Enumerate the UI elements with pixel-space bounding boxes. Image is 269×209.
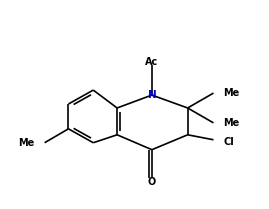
Text: N: N xyxy=(147,90,156,100)
Text: Me: Me xyxy=(224,88,240,98)
Text: Me: Me xyxy=(18,138,35,148)
Text: O: O xyxy=(148,177,156,187)
Text: Me: Me xyxy=(224,118,240,128)
Text: Cl: Cl xyxy=(224,137,234,147)
Text: Ac: Ac xyxy=(145,57,158,67)
